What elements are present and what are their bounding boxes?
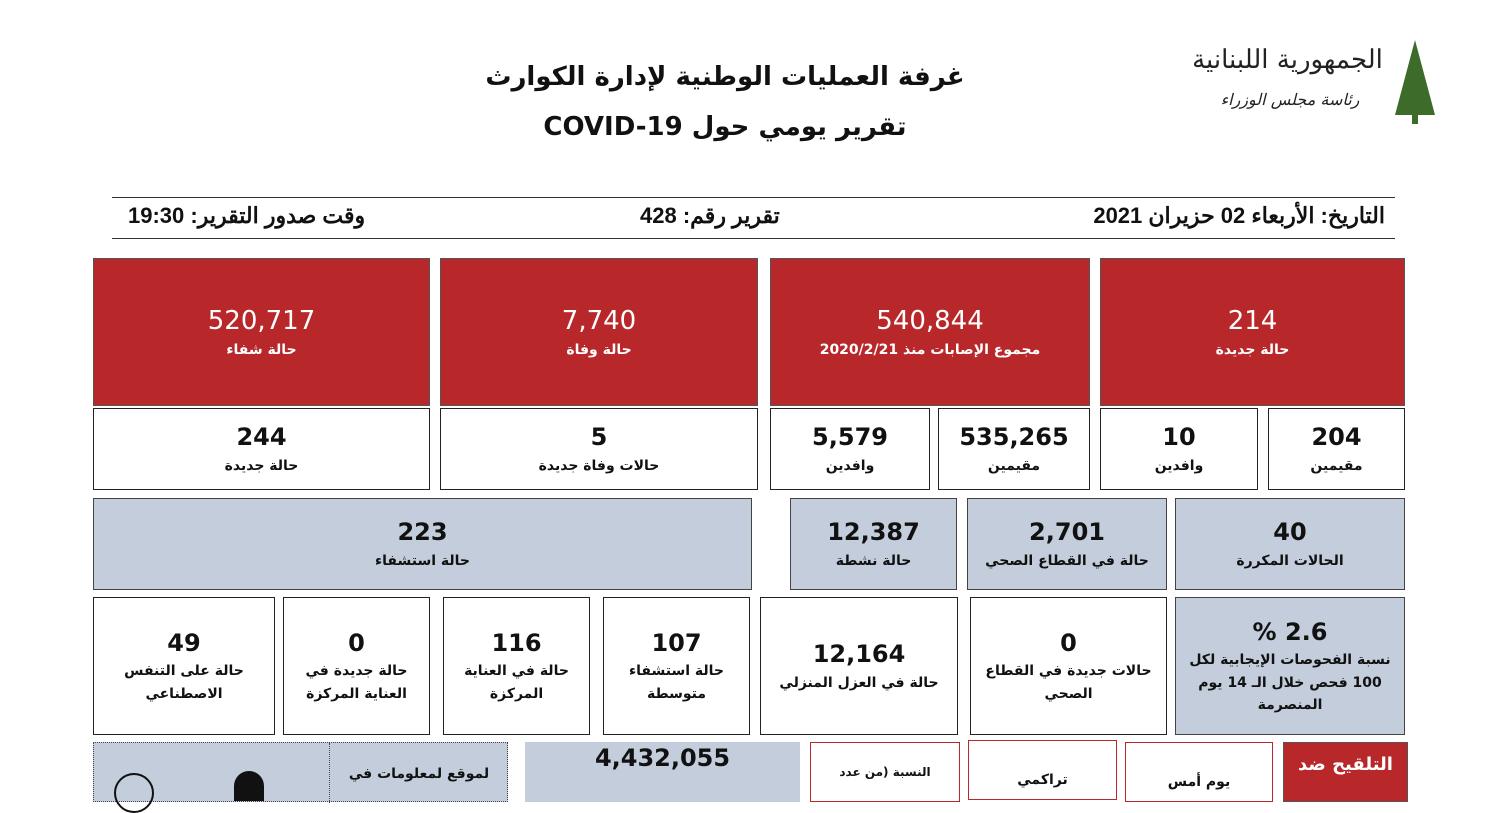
stat-value: 204 — [1311, 423, 1362, 451]
stat-label: نسبة الفحوصات الإيجابية لكل 100 فحص خلال… — [1189, 652, 1391, 713]
row4-stat-card: 0 حالة جديدة في العناية المركزة — [283, 597, 430, 735]
cedar-logo-icon — [1395, 40, 1435, 125]
stat-label: مقيمين — [987, 457, 1041, 474]
stat-label: حالة شفاء — [226, 342, 297, 358]
row2-stat-card: 5,579 وافدين — [770, 408, 930, 490]
info-site-box: لموقع لمعلومات في — [93, 742, 508, 813]
stat-label: الحالات المكررة — [1236, 552, 1344, 569]
globe-icon — [114, 773, 154, 813]
row2-stat-card: 10 وافدين — [1100, 408, 1258, 490]
row3-stat-card: 223 حالة استشفاء — [93, 498, 752, 590]
stat-label: حالة في القطاع الصحي — [985, 552, 1149, 569]
vaccine-yesterday: يوم أمس — [1125, 742, 1273, 802]
row4-stat-card: 107 حالة استشفاء متوسطة — [603, 597, 750, 735]
logo-text: الجمهورية اللبنانية — [1192, 45, 1383, 75]
row4-stat-card: 12,164 حالة في العزل المنزلي — [760, 597, 958, 735]
row2-stat-card: 5 حالات وفاة جديدة — [440, 408, 758, 490]
stat-value: 5 — [590, 423, 608, 451]
report-time: وقت صدور التقرير: 19:30 — [128, 203, 366, 228]
stat-label: حالة جديدة في العناية المركزة — [305, 663, 408, 702]
vaccine-ratio: النسبة (من عدد — [810, 742, 960, 802]
report-number: تقرير رقم: 428 — [640, 203, 780, 228]
stat-label: حالة في العناية المركزة — [464, 663, 569, 702]
row1-stat-card: 214 حالة جديدة — [1100, 258, 1405, 406]
stat-label: مقيمين — [1310, 457, 1363, 474]
stat-label: حالة في العزل المنزلي — [779, 674, 939, 691]
row4-stat-card: 49 حالة على التنفس الاصطناعي — [93, 597, 275, 735]
row3-stat-card: 12,387 حالة نشطة — [790, 498, 957, 590]
stat-value: 7,740 — [561, 305, 637, 336]
row4-stat-card: 0 حالات جديدة في القطاع الصحي — [970, 597, 1167, 735]
stat-value: 40 — [1273, 518, 1307, 546]
vaccine-cumulative: تراكمي — [968, 740, 1117, 800]
row3-stat-card: 40 الحالات المكررة — [1175, 498, 1405, 590]
stat-label: حالات وفاة جديدة — [538, 457, 660, 474]
vaccine-header: التلقيح ضد — [1283, 742, 1408, 802]
logo-subtext: رئاسة مجلس الوزراء — [1220, 90, 1360, 109]
stat-value: 5,579 — [812, 423, 888, 451]
divider — [112, 238, 1395, 239]
stat-label: حالة نشطة — [835, 552, 912, 569]
row1-stat-card: 7,740 حالة وفاة — [440, 258, 758, 406]
stat-value: 107 — [651, 628, 702, 657]
stat-value: 12,164 — [812, 640, 906, 668]
page-subtitle: تقرير يومي حول COVID-19 — [543, 112, 907, 142]
row2-stat-card: 204 مقيمين — [1268, 408, 1405, 490]
mobile-icon — [234, 771, 264, 801]
stat-label: حالة وفاة — [566, 342, 632, 358]
stat-value: 2.6 % — [1252, 617, 1328, 646]
info-site-label: لموقع لمعلومات في — [348, 766, 490, 782]
stat-value: 520,717 — [207, 305, 316, 336]
row4-stat-card: 2.6 % نسبة الفحوصات الإيجابية لكل 100 فحص… — [1175, 597, 1405, 735]
stat-label: حالات جديدة في القطاع الصحي — [985, 663, 1152, 702]
stat-value: 0 — [1060, 628, 1077, 657]
page-title: غرفة العمليات الوطنية لإدارة الكوارث — [485, 62, 965, 92]
stat-value: 0 — [348, 628, 365, 657]
stat-value: 10 — [1162, 423, 1196, 451]
stat-value: 535,265 — [959, 423, 1069, 451]
row4-stat-card: 116 حالة في العناية المركزة — [443, 597, 590, 735]
stat-label: حالة استشفاء — [375, 552, 470, 569]
stat-label: مجموع الإصابات منذ 2020/2/21 — [819, 342, 1041, 358]
total-tests: 4,432,055 — [525, 742, 800, 802]
stat-value: 540,844 — [876, 305, 984, 336]
stat-label: حالة جديدة — [224, 457, 299, 474]
row2-stat-card: 535,265 مقيمين — [938, 408, 1090, 490]
stat-value: 214 — [1227, 305, 1278, 336]
stat-value: 223 — [397, 518, 448, 546]
report-date: التاريخ: الأربعاء 02 حزيران 2021 — [1093, 203, 1385, 228]
stat-label: وافدين — [825, 457, 875, 474]
stat-label: وافدين — [1154, 457, 1204, 474]
stat-value: 49 — [167, 628, 201, 657]
stat-label: حالة جديدة — [1215, 342, 1290, 358]
stat-label: حالة استشفاء متوسطة — [629, 663, 724, 702]
row1-stat-card: 520,717 حالة شفاء — [93, 258, 430, 406]
stat-value: 12,387 — [827, 518, 920, 546]
row2-stat-card: 244 حالة جديدة — [93, 408, 430, 490]
divider — [112, 197, 1395, 198]
stat-value: 116 — [491, 628, 542, 657]
stat-label: حالة على التنفس الاصطناعي — [124, 663, 244, 702]
stat-value: 244 — [236, 423, 287, 451]
row3-stat-card: 2,701 حالة في القطاع الصحي — [967, 498, 1167, 590]
row1-stat-card: 540,844 مجموع الإصابات منذ 2020/2/21 — [770, 258, 1090, 406]
stat-value: 2,701 — [1029, 518, 1105, 546]
